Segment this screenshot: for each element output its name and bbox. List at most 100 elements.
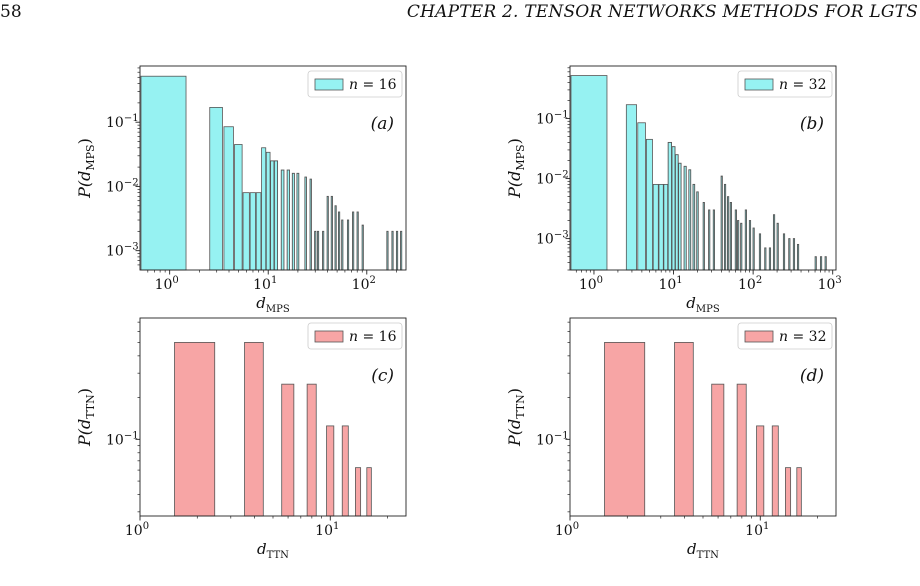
bar-b-31	[772, 214, 776, 271]
bar-b-22	[734, 209, 737, 271]
x-tick-label: 101	[315, 521, 339, 539]
bar-a-19	[322, 230, 325, 271]
bar-b-13	[692, 183, 696, 271]
bar-a-13	[291, 172, 295, 271]
bar-b-34	[788, 238, 791, 271]
bar-a-7	[261, 147, 267, 271]
bar-b-0	[570, 75, 608, 271]
bar-a-21	[330, 195, 333, 271]
bar-a-0	[140, 75, 187, 271]
bar-b-19	[723, 183, 727, 271]
bar-a-30	[391, 230, 394, 271]
bar-b-18	[720, 175, 723, 271]
y-axis-label: P(dTTN)	[505, 388, 527, 447]
bar-b-39	[824, 256, 827, 271]
bar-a-6	[255, 192, 262, 271]
y-axis-label: P(dMPS)	[505, 138, 527, 199]
legend: n = 32	[737, 322, 833, 350]
bar-d-4	[756, 425, 765, 517]
bar-a-4	[242, 192, 250, 271]
bar-b-2	[637, 122, 646, 271]
legend: n = 16	[307, 70, 403, 98]
bar-b-23	[737, 220, 740, 271]
chart-panel-d: 100 101 10−1 dTTN P(dTTN) n = 32 (d)	[505, 317, 837, 561]
panel-label: (c)	[371, 366, 394, 386]
bar-b-28	[758, 233, 762, 271]
y-tick-label: 10−1	[536, 110, 569, 128]
chart-panel-b: 100 101 102 103 10−3 10−2 10−1 dMPS P(dMPS) n = 3…	[505, 65, 842, 315]
x-tick-label: 100	[125, 521, 149, 539]
legend: n = 32	[737, 70, 833, 98]
bar-b-20	[727, 196, 730, 271]
x-tick-label: 101	[253, 275, 277, 293]
bar-d-0	[604, 342, 646, 517]
bar-a-11	[280, 169, 285, 271]
bar-b-7	[667, 141, 672, 271]
y-tick-label: 10−1	[536, 430, 569, 448]
bar-b-17	[712, 209, 715, 271]
bar-b-21	[729, 202, 732, 271]
y-tick-label: 10−1	[106, 430, 139, 448]
bar-a-28	[361, 224, 364, 271]
bar-a-32	[400, 230, 403, 271]
bar-b-6	[663, 183, 669, 271]
y-axis-label: P(dMPS)	[75, 138, 97, 199]
y-tick-label: 10−3	[106, 242, 139, 260]
bar-c-1	[244, 342, 264, 517]
legend: n = 16	[307, 322, 403, 350]
bar-a-17	[314, 230, 317, 271]
bar-a-26	[352, 211, 355, 271]
x-tick-label: 101	[658, 275, 682, 293]
bar-b-36	[796, 243, 800, 271]
x-tick-label: 100	[555, 521, 579, 539]
bar-a-1	[209, 107, 223, 271]
bar-c-0	[174, 342, 216, 517]
bar-b-10	[678, 162, 682, 271]
chart-panel-a: 100 101 102 10−3 10−2 10−1 dMPS P(dMPS) n = 16 (a…	[75, 65, 407, 315]
bar-a-23	[338, 211, 341, 271]
x-tick-label: 103	[818, 275, 842, 293]
bar-c-3	[306, 383, 317, 517]
chart-panel-c: 100 101 10−1 dTTN P(dTTN) n = 16 (c)	[75, 317, 407, 561]
bar-b-4	[652, 183, 659, 271]
bar-b-25	[744, 209, 747, 271]
x-tick-label: 100	[579, 275, 603, 293]
bar-b-3	[645, 138, 653, 271]
bar-b-1	[625, 104, 637, 271]
bar-a-18	[316, 230, 320, 271]
legend-box	[737, 70, 833, 98]
bar-a-31	[395, 230, 399, 271]
legend-label: n = 16	[349, 77, 397, 93]
bar-a-15	[304, 176, 307, 271]
bar-c-2	[281, 383, 295, 517]
bar-a-24	[341, 219, 344, 271]
x-tick-label: 102	[738, 275, 762, 293]
bar-c-5	[341, 425, 349, 517]
bar-b-35	[792, 238, 796, 271]
bar-c-4	[326, 425, 335, 517]
bar-a-22	[334, 205, 337, 271]
plot-frame	[569, 65, 837, 271]
bar-a-25	[346, 219, 350, 271]
panel-label: (a)	[371, 114, 394, 134]
bar-d-2	[711, 383, 725, 517]
y-tick-label: 10−1	[106, 113, 139, 131]
bar-d-1	[674, 342, 694, 517]
bar-a-3	[234, 144, 243, 271]
x-axis-label: dMPS	[256, 294, 290, 315]
legend-box	[307, 70, 403, 98]
x-tick-label: 102	[352, 275, 376, 293]
bar-d-5	[771, 425, 779, 517]
bar-b-30	[768, 247, 772, 271]
bar-a-27	[356, 211, 359, 271]
running-head: CHAPTER 2. TENSOR NETWORKS METHODS FOR L…	[406, 2, 918, 22]
bar-a-20	[326, 195, 329, 271]
bar-a-16	[309, 178, 312, 271]
legend-label: n = 32	[779, 329, 826, 345]
x-axis-label: dTTN	[257, 540, 289, 561]
bar-a-10	[273, 160, 279, 271]
legend-label: n = 16	[349, 329, 397, 345]
y-axis-label: P(dTTN)	[75, 388, 97, 447]
legend-label: n = 32	[779, 77, 826, 93]
